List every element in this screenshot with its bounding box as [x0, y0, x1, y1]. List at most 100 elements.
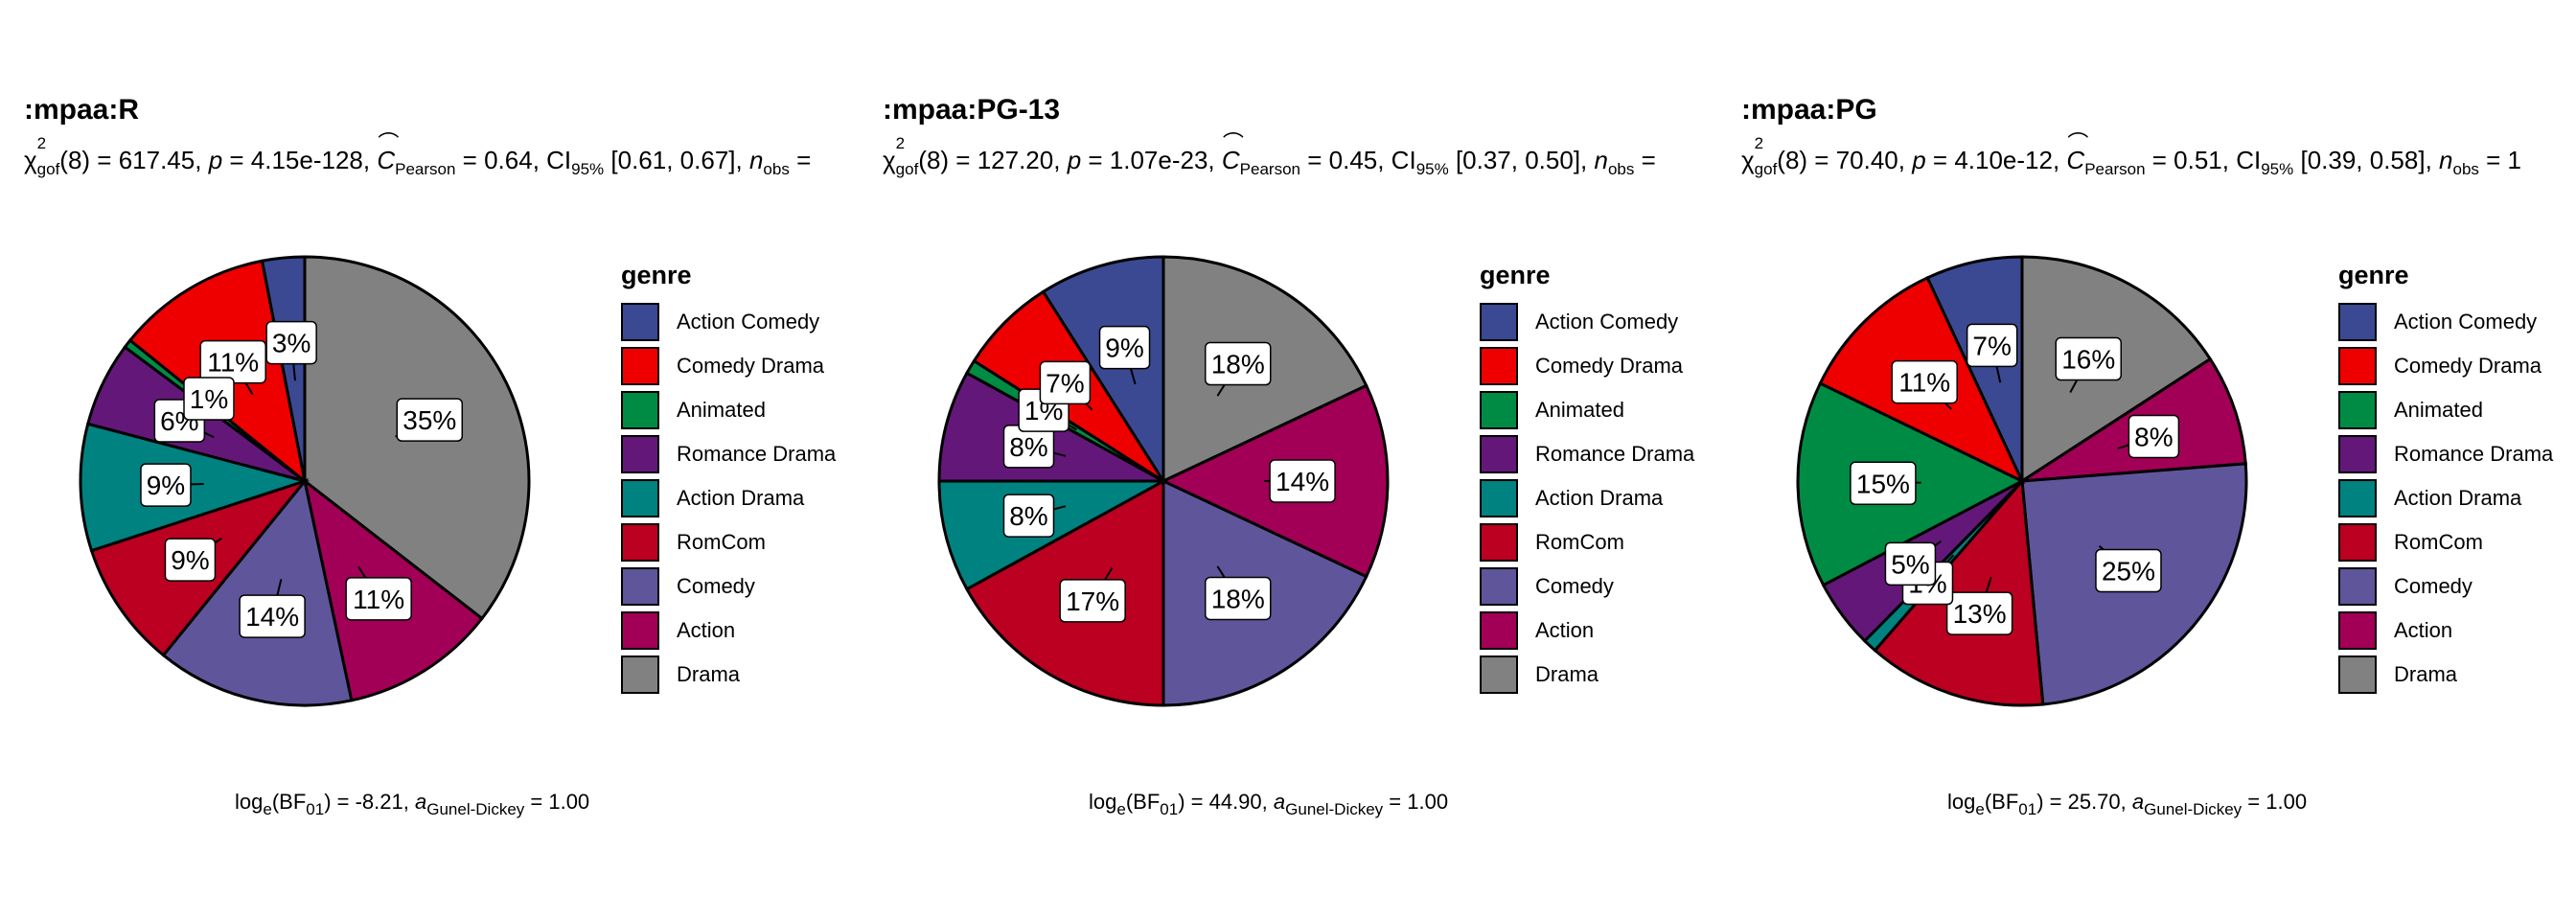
pie-slice: [1925, 255, 2024, 482]
legend-swatch: [621, 347, 659, 385]
subtitle-c: = 0.45, CI: [1300, 146, 1416, 174]
caption-a: = 1.00: [524, 790, 590, 814]
legend-swatch: [1480, 435, 1518, 473]
legend-title: genre: [2338, 261, 2409, 289]
legend-label: Action Comedy: [1535, 310, 1679, 334]
legend-label: Comedy: [2394, 574, 2472, 598]
legend-label: Comedy: [1535, 574, 1614, 598]
legend-label: Action Comedy: [2394, 310, 2538, 334]
legend-item: Romance Drama: [2338, 432, 2553, 476]
legend-item: Action Drama: [2338, 476, 2553, 520]
caption-a: = 1.00: [1383, 790, 1449, 814]
percent-label-box: [1098, 325, 1151, 370]
legend-label: Animated: [2394, 398, 2483, 422]
legend-item: Animated: [2338, 388, 2553, 432]
legend-item: Action Drama: [621, 476, 836, 520]
legend-swatch: [1480, 391, 1518, 429]
percent-label: 14%: [1276, 467, 1329, 496]
legend-swatch: [1480, 347, 1518, 385]
subtitle-stat: (8) = 617.45,: [59, 146, 209, 174]
pie-chart-pg13: 18%14%18%17%8%8%1%7%9%: [937, 255, 1390, 707]
legend-item: Comedy Drama: [621, 344, 836, 388]
percent-label: 11%: [1898, 368, 1950, 398]
legend-item: Action: [1480, 609, 1694, 653]
legend-swatch: [2338, 523, 2377, 562]
subtitle-nobs: = 1: [2478, 146, 2522, 174]
legend-swatch: [621, 567, 659, 606]
legend-item: Romance Drama: [621, 432, 836, 476]
legend-swatch: [621, 303, 659, 341]
percent-label-box: [239, 594, 306, 638]
legend-item: Comedy Drama: [1480, 344, 1694, 388]
percent-label: 8%: [1009, 501, 1047, 531]
legend-label: RomCom: [1535, 530, 1624, 554]
legend-label: Comedy Drama: [1535, 354, 1684, 378]
legend-label: Action Drama: [1535, 486, 1664, 510]
panel-pg13: :mpaa:PG-13 χ 2 gof(8) = 127.20, p = 1.07e…: [859, 0, 1717, 920]
legend-swatch: [621, 391, 659, 429]
legend-swatch: [1480, 523, 1518, 562]
percent-label-box: [1945, 591, 2013, 635]
legend-item: Action Comedy: [2338, 300, 2553, 344]
legend-label: Drama: [2394, 662, 2458, 686]
legend-item: Comedy Drama: [2338, 344, 2553, 388]
subtitle-p: = 4.15e-128,: [222, 146, 378, 174]
legend-label: Drama: [677, 662, 741, 686]
legend: genre Action Comedy Comedy Drama Animated Ro…: [621, 261, 836, 697]
percent-label-box: [396, 398, 464, 442]
legend-swatch: [1480, 611, 1518, 650]
panel-caption: loge(BF01) = -8.21, aGunel-Dickey = 1.00: [235, 790, 590, 818]
percent-label-box: [1059, 579, 1126, 623]
pie-slice: [79, 422, 310, 553]
legend-item: Comedy: [621, 564, 836, 609]
legend-item: Drama: [2338, 653, 2553, 697]
panel-r: :mpaa:R χ 2 gof(8) = 617.45, p = 4.15e-128…: [0, 0, 859, 920]
legend-swatch: [621, 656, 659, 694]
legend-label: Action Drama: [677, 486, 805, 510]
legend-swatch: [1480, 567, 1518, 606]
percent-label: 7%: [1972, 331, 2011, 360]
subtitle-p: = 1.07e-23,: [1081, 146, 1222, 174]
panel-title: :mpaa:PG-13: [883, 94, 1061, 126]
percent-label: 9%: [147, 471, 185, 500]
legend-swatch: [2338, 479, 2377, 518]
percent-label: 14%: [245, 602, 299, 632]
legend-swatch: [2338, 435, 2377, 473]
subtitle-p: = 4.10e-12,: [1925, 146, 2067, 174]
legend-label: Romance Drama: [2394, 442, 2554, 466]
percent-label-box: [1039, 360, 1092, 405]
percent-label-box: [1850, 461, 1917, 506]
pie-slice: [161, 477, 354, 707]
percent-label: 1%: [190, 384, 228, 414]
subtitle-nobs: =: [1634, 146, 1656, 174]
percent-label-box: [140, 463, 192, 507]
percent-label: 9%: [1105, 334, 1143, 363]
pie-slice: [260, 255, 307, 482]
subtitle-stat: (8) = 70.40,: [1777, 146, 1913, 174]
percent-label: 18%: [1211, 350, 1265, 380]
legend-swatch: [2338, 303, 2377, 341]
legend-item: Romance Drama: [1480, 432, 1694, 476]
legend-item: Comedy: [2338, 564, 2553, 609]
percent-label: 3%: [272, 329, 310, 358]
legend-label: Action: [677, 618, 736, 642]
panel-title: :mpaa:R: [24, 94, 140, 126]
percent-label: 35%: [402, 405, 456, 435]
percent-label-box: [1891, 359, 1958, 404]
legend-label: Comedy Drama: [677, 354, 825, 378]
panel-title: :mpaa:PG: [1741, 94, 1877, 126]
legend-item: Action: [621, 609, 836, 653]
legend-item: Animated: [1480, 388, 1694, 432]
legend-swatch: [621, 523, 659, 562]
subtitle-ci: [0.61, 0.67],: [604, 146, 749, 174]
legend-label: Action: [2394, 618, 2453, 642]
legend-swatch: [2338, 656, 2377, 694]
legend-item: Action Drama: [1480, 476, 1694, 520]
caption-a: = 1.00: [2242, 790, 2308, 814]
legend-label: Comedy: [677, 574, 755, 598]
percent-label-box: [1204, 341, 1272, 386]
percent-label-box: [1966, 323, 2018, 368]
percent-label: 8%: [1009, 432, 1047, 462]
